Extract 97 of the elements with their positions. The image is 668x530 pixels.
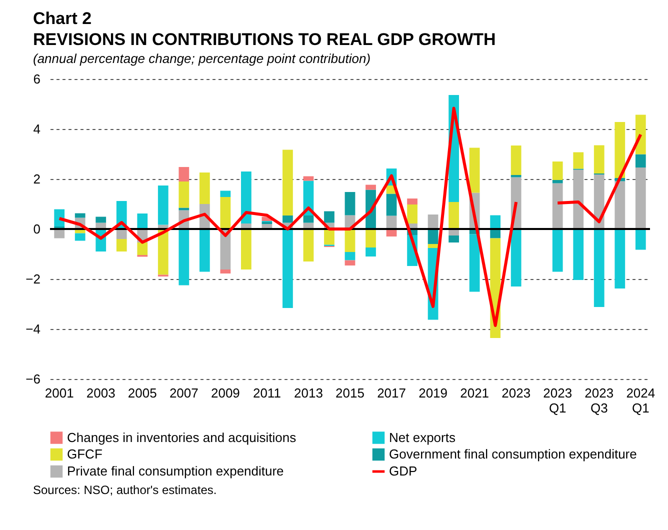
bar: [178, 182, 190, 208]
x-tick-label: 2011: [252, 386, 281, 400]
x-tick-label: 2017: [377, 386, 406, 400]
bar: [282, 216, 293, 223]
bar: [282, 150, 293, 216]
x-tick-label: 2024 Q1: [626, 386, 656, 416]
chart-subtitle: (annual percentage change; percentage point contribution): [33, 50, 372, 68]
y-tick-label: 0: [33, 222, 40, 236]
bar: [220, 190, 231, 197]
x-tick-label: 2023: [502, 386, 531, 400]
bar: [635, 114, 646, 154]
x-tick-label: 2023 Q1: [543, 386, 572, 416]
bar: [74, 233, 86, 241]
bar: [448, 202, 459, 229]
bar: [241, 172, 252, 224]
y-tick-label: −4: [26, 322, 40, 336]
bar: [573, 229, 584, 280]
bar: [303, 229, 314, 262]
x-tick-label: 2003: [86, 386, 116, 400]
x-tick-label: 2021: [460, 386, 490, 400]
x-tick-label: 2007: [169, 386, 198, 400]
bar: [366, 248, 376, 256]
bar: [386, 194, 397, 216]
x-tick-label: 2013: [294, 386, 323, 400]
y-tick-label: −2: [26, 272, 40, 286]
bar: [428, 229, 438, 244]
bar: [344, 229, 356, 252]
bar: [241, 229, 252, 270]
bar: [552, 162, 563, 180]
bar: [282, 229, 293, 308]
bar: [614, 181, 626, 229]
bar: [96, 216, 106, 223]
chart-title: REVISIONS IN CONTRIBUTIONS TO REAL GDP GROWTH: [33, 29, 497, 50]
legend-label: Government final consumption expenditure: [389, 446, 637, 462]
bar: [54, 209, 65, 226]
bar: [220, 197, 231, 229]
legend-label: Private final consumption expenditure: [67, 464, 284, 478]
bar: [469, 234, 480, 292]
bar: [344, 192, 356, 216]
bar: [407, 198, 418, 204]
bar: [220, 270, 231, 274]
x-tick-label: 2015: [336, 386, 364, 400]
bar: [366, 184, 376, 190]
bar: [116, 229, 127, 239]
bar: [178, 167, 190, 182]
bar: [324, 229, 334, 245]
bar: [366, 229, 376, 248]
bar: [614, 229, 626, 288]
bar: [303, 176, 314, 181]
bar: [116, 239, 127, 252]
bar: [199, 172, 210, 204]
bar: [573, 170, 584, 229]
bar: [158, 229, 168, 275]
x-tick-label: 2005: [128, 386, 157, 400]
bar: [178, 229, 190, 286]
legend-label: GDP: [389, 464, 418, 478]
bar: [490, 215, 501, 229]
bar: [74, 213, 86, 218]
bar: [573, 152, 584, 169]
legend-label: Net exports: [389, 430, 456, 445]
bar: [510, 146, 522, 175]
bar: [303, 216, 314, 223]
x-tick-label: 2023 Q3: [584, 386, 614, 416]
bar: [428, 244, 438, 248]
bar: [344, 260, 356, 266]
x-tick-label: 2001: [44, 386, 74, 400]
bar: [407, 204, 418, 224]
bar: [552, 183, 563, 229]
bar: [635, 229, 646, 250]
bar: [552, 229, 563, 272]
bar: [448, 236, 459, 242]
bar: [158, 186, 168, 225]
x-tick-label: 2009: [210, 386, 240, 400]
source-note: Sources: NSO; author's estimates.: [32, 483, 218, 497]
bar: [199, 229, 210, 272]
bar: [344, 252, 356, 260]
bar: [635, 154, 646, 168]
bar: [614, 122, 626, 178]
bar: [137, 242, 148, 255]
bar: [510, 229, 522, 286]
bar: [552, 180, 563, 184]
bar: [428, 214, 438, 229]
bar: [178, 208, 190, 210]
y-tick-label: 6: [33, 72, 40, 86]
bar: [594, 229, 604, 307]
y-tick-label: −6: [26, 372, 40, 386]
y-tick-label: 4: [33, 122, 40, 136]
bar: [635, 168, 646, 229]
bar: [469, 148, 480, 193]
bar: [137, 214, 148, 229]
y-tick-label: 2: [33, 172, 40, 186]
caption: Chart 2: [33, 8, 93, 29]
legend-label: Changes in inventories and acquisitions: [67, 430, 297, 445]
x-tick-label: 2019: [418, 386, 448, 400]
legend-label: GFCF: [67, 446, 102, 462]
bar: [324, 211, 334, 223]
bar: [594, 145, 604, 174]
